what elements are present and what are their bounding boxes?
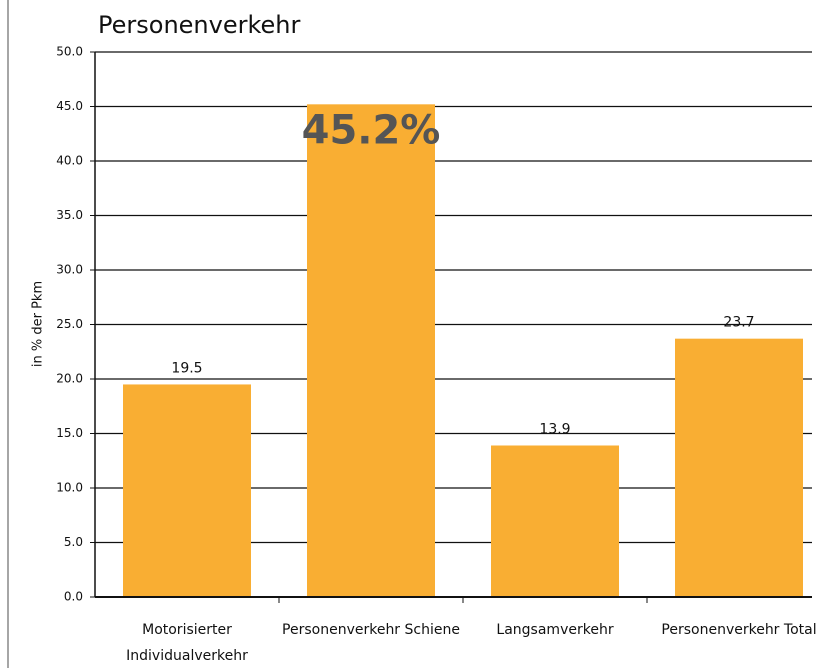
y-tick-label: 20.0 — [56, 372, 83, 386]
x-tick-label-box: Personenverkehr Schiene — [282, 622, 460, 638]
y-tick-label: 5.0 — [64, 535, 83, 549]
y-tick-label: 30.0 — [56, 263, 83, 277]
bar — [675, 338, 803, 597]
value-label: 19.5 — [171, 360, 202, 376]
y-tick-label: 40.0 — [56, 154, 83, 168]
value-label: 13.9 — [539, 421, 570, 437]
x-tick-label-box: Personenverkehr Total — [661, 622, 817, 638]
x-tick-label: Langsamverkehr — [496, 622, 614, 638]
x-tick-label-box: Motorisierter Individualverkehr — [126, 622, 248, 664]
y-tick-label: 0.0 — [64, 590, 83, 604]
x-tick-label: Personenverkehr Total — [661, 622, 817, 638]
chart-title: Personenverkehr — [98, 11, 300, 39]
x-tick-label: Personenverkehr Schiene — [282, 622, 460, 638]
x-tick-label-box: Langsamverkehr — [496, 622, 614, 638]
y-tick-label: 10.0 — [56, 481, 83, 495]
bar — [307, 104, 435, 597]
bar — [123, 384, 251, 597]
y-tick-label: 35.0 — [56, 208, 83, 222]
y-tick-label: 15.0 — [56, 426, 83, 440]
y-tick-label: 50.0 — [56, 45, 83, 59]
value-label: 45.2% — [302, 107, 441, 153]
y-axis-label: in % der Pkm — [31, 281, 46, 367]
value-label: 23.7 — [723, 315, 754, 331]
x-tick-label: Motorisierter Individualverkehr — [126, 622, 248, 664]
bar — [491, 445, 619, 597]
y-tick-label: 45.0 — [56, 99, 83, 113]
y-tick-label: 25.0 — [56, 317, 83, 331]
